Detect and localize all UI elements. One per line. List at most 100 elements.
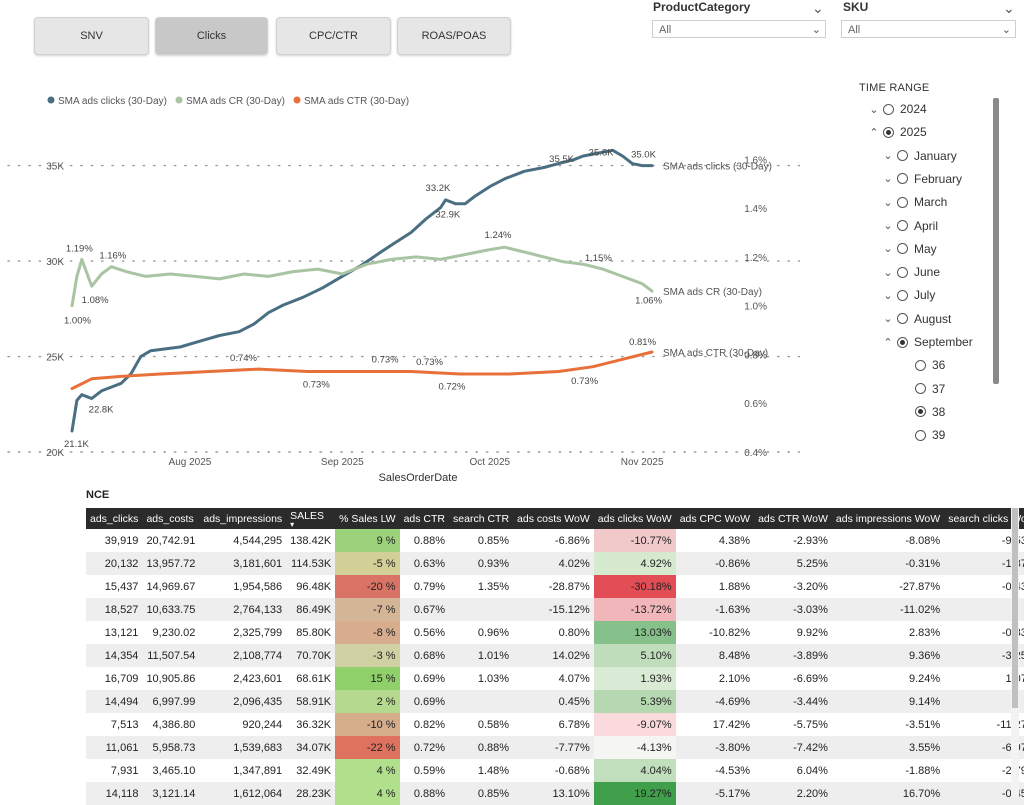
chevron-down-icon[interactable]: ⌄: [883, 313, 893, 326]
table-row[interactable]: 20,132 13,957.72 3,181,601 114.53K -5 % 0.63%…: [86, 552, 1024, 575]
tab-roas-poas[interactable]: ROAS/POAS: [397, 17, 511, 55]
table-cell: -1.88%: [831, 759, 945, 782]
column-header[interactable]: ads_impressions: [199, 508, 287, 529]
radio-button[interactable]: [915, 359, 926, 371]
column-header[interactable]: ads clicks WoW: [593, 508, 676, 529]
chevron-down-icon[interactable]: ⌄: [883, 220, 893, 232]
time-range-item[interactable]: ⌃ September: [879, 332, 972, 352]
chevron-down-icon[interactable]: ⌄: [812, 0, 824, 16]
legend-item[interactable]: SMA ads CTR (30-Day): [293, 96, 410, 107]
time-range-item[interactable]: ⌄ May: [879, 239, 936, 259]
column-header[interactable]: ads_costs: [142, 508, 200, 529]
table-cell: -3 %: [335, 644, 400, 667]
column-header[interactable]: ads_clicks: [86, 508, 143, 529]
time-range-item[interactable]: ⌄ 2024: [865, 99, 926, 119]
table-row[interactable]: 7,931 3,465.10 1,347,891 32.49K 4 % 0.59% 1.48…: [86, 759, 1024, 782]
line-chart: SMA ads clicks (30-Day) SMA ads CR (30-Da…: [7, 96, 800, 484]
chevron-down-icon[interactable]: ⌄: [1003, 0, 1015, 16]
column-header[interactable]: ads CTR: [399, 508, 450, 529]
time-range-slicer: TIME RANGE ⌄ 2024 ⌃ 2025 ⌄ January ⌄ February ⌄ M…: [857, 82, 1007, 457]
radio-button[interactable]: [897, 243, 908, 255]
table-row[interactable]: 15,437 14,969.67 1,954,586 96.48K -20 % 0.79%…: [86, 575, 1024, 598]
radio-button[interactable]: [883, 103, 894, 115]
time-range-item[interactable]: ⌄ February: [879, 169, 962, 189]
radio-button[interactable]: [883, 126, 894, 138]
radio-button[interactable]: [897, 313, 908, 325]
radio-button[interactable]: [897, 196, 908, 208]
chevron-down-icon[interactable]: ⌄: [883, 289, 893, 302]
table-row[interactable]: 13,121 9,230.02 2,325,799 85.80K -8 % 0.56% 0.…: [86, 621, 1024, 644]
series-line: [70, 245, 654, 308]
tab-clicks[interactable]: Clicks: [155, 17, 268, 55]
table-row[interactable]: 18,527 10,633.75 2,764,133 86.49K -7 % 0.67% -…: [86, 598, 1024, 621]
time-range-item[interactable]: ⌄ June: [879, 262, 940, 282]
chart-legend: SMA ads clicks (30-Day) SMA ads CR (30-Da…: [47, 96, 410, 107]
table-cell: 85.80K: [286, 621, 336, 644]
time-range-item[interactable]: 37: [915, 379, 945, 399]
table-row[interactable]: 39,919 20,742.91 4,544,295 138.42K 9 % 0.88% 0…: [86, 529, 1024, 552]
radio-button[interactable]: [915, 383, 926, 395]
column-header[interactable]: ads CPC WoW: [675, 508, 755, 529]
table-cell: 3,121.14: [142, 782, 200, 805]
product-category-dropdown[interactable]: All ⌄: [652, 20, 826, 38]
sort-desc-icon: ▾: [290, 519, 295, 529]
chevron-down-icon[interactable]: ⌄: [883, 266, 893, 279]
time-range-item[interactable]: ⌄ July: [879, 285, 935, 305]
table-row[interactable]: 14,354 11,507.54 2,108,774 70.70K -3 % 0.68% 1…: [86, 644, 1024, 667]
scrollbar-thumb[interactable]: [1012, 508, 1018, 708]
time-range-item[interactable]: 39: [915, 425, 945, 445]
time-range-scrollbar[interactable]: [993, 98, 999, 384]
column-header[interactable]: ads CTR WoW: [754, 508, 832, 529]
radio-button[interactable]: [897, 173, 908, 185]
chevron-down-icon[interactable]: ⌄: [883, 243, 893, 256]
time-range-item[interactable]: 38: [915, 402, 945, 422]
x-tick-label: Nov 2025: [621, 457, 664, 468]
table-cell: 3,181,601: [199, 552, 287, 575]
table-row[interactable]: 16,709 10,905.86 2,423,601 68.61K 15 % 0.69% 1…: [86, 667, 1024, 690]
chevron-down-icon[interactable]: ⌄: [883, 150, 893, 163]
table-row[interactable]: 14,118 3,121.14 1,612,064 28.23K 4 % 0.88% 0.8…: [86, 782, 1024, 805]
time-range-item[interactable]: ⌄ April: [879, 216, 938, 236]
table-cell: 1.01%: [449, 644, 514, 667]
radio-button[interactable]: [897, 150, 908, 162]
radio-button[interactable]: [915, 406, 926, 418]
table-cell: 16,709: [86, 667, 143, 690]
table-row[interactable]: 11,061 5,958.73 1,539,683 34.07K -22 % 0.72% 0…: [86, 736, 1024, 759]
chevron-down-icon[interactable]: ⌄: [869, 103, 879, 116]
column-header[interactable]: search clicks WoW: [944, 508, 1024, 529]
table-row[interactable]: 14,494 6,997.99 2,096,435 58.91K 2 % 0.69% 0.4…: [86, 690, 1024, 713]
table-cell: 70.70K: [286, 644, 336, 667]
chevron-down-icon[interactable]: ⌄: [883, 196, 893, 209]
table-cell: 36.32K: [286, 713, 336, 736]
chevron-up-icon[interactable]: ⌃: [883, 336, 893, 349]
table-row[interactable]: 7,513 4,386.80 920,244 36.32K -10 % 0.82% 0.58…: [86, 713, 1024, 736]
column-header[interactable]: SALES ▾: [286, 508, 336, 529]
column-header-label: SALES: [290, 509, 325, 522]
radio-button[interactable]: [897, 289, 908, 301]
tab-snv[interactable]: SNV: [34, 17, 149, 55]
radio-button[interactable]: [897, 220, 908, 231]
column-header[interactable]: search CTR: [449, 508, 514, 529]
time-range-item[interactable]: ⌄ March: [879, 192, 947, 212]
time-range-item[interactable]: ⌃ 2025: [865, 122, 926, 142]
legend-item[interactable]: SMA ads CR (30-Day): [175, 96, 285, 107]
radio-button[interactable]: [915, 429, 926, 441]
legend-item[interactable]: SMA ads clicks (30-Day): [47, 96, 167, 107]
radio-button[interactable]: [897, 266, 908, 278]
tab-cpc-ctr[interactable]: CPC/CTR: [276, 17, 391, 55]
column-header[interactable]: % Sales LW: [335, 508, 400, 529]
data-label: 0.73%: [416, 357, 443, 368]
time-range-item[interactable]: ⌄ January: [879, 146, 956, 166]
sku-dropdown[interactable]: All ⌄: [841, 20, 1016, 38]
chevron-down-icon[interactable]: ⌄: [883, 173, 893, 186]
column-header[interactable]: ads costs WoW: [513, 508, 594, 529]
chevron-up-icon[interactable]: ⌃: [869, 126, 879, 139]
column-header[interactable]: ads impressions WoW: [831, 508, 945, 529]
time-range-item[interactable]: 36: [915, 355, 945, 375]
legend-marker: [293, 96, 301, 104]
time-range-item[interactable]: ⌄ August: [879, 309, 951, 329]
table-cell: -4.69%: [675, 690, 755, 713]
table-cell: 17.42%: [675, 713, 755, 736]
radio-button[interactable]: [897, 336, 908, 348]
table-scrollbar[interactable]: [1011, 508, 1019, 798]
